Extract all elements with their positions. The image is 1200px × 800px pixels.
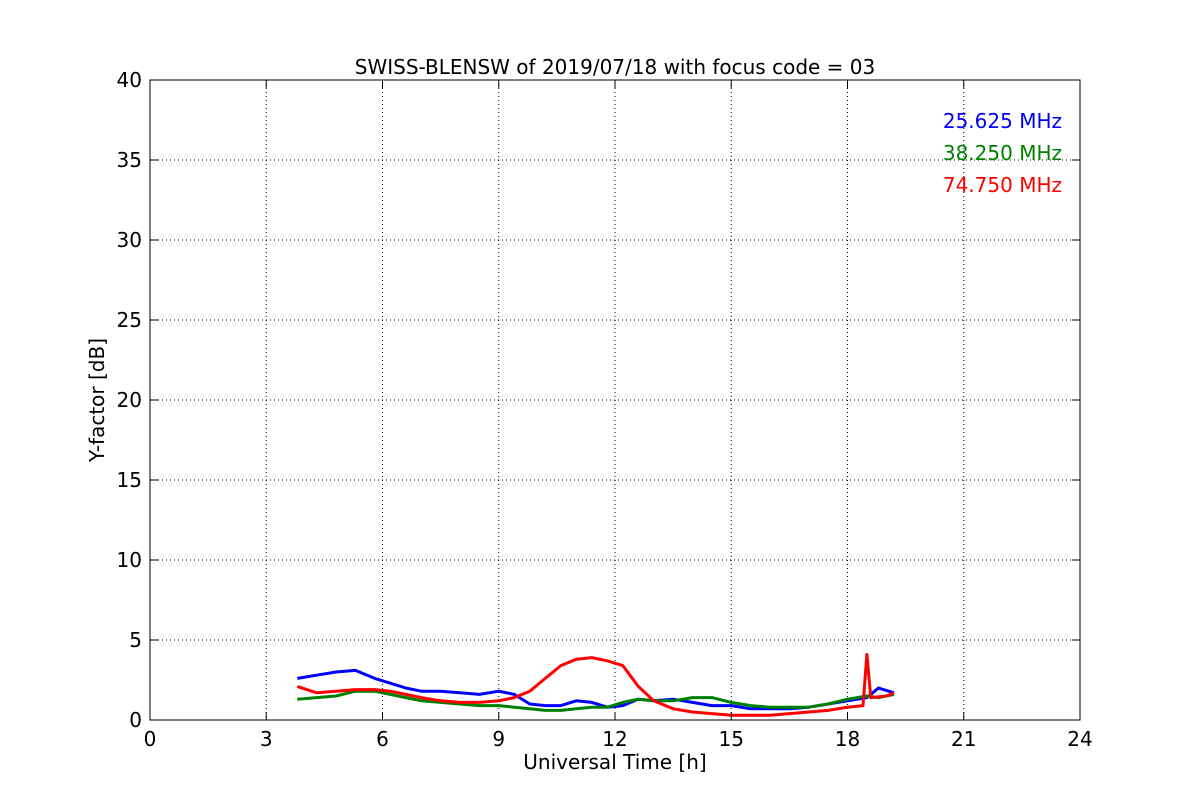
series-line-2 (296, 652, 895, 717)
legend-entry-1: 38.250 MHz (943, 141, 1062, 165)
y-tick-label: 10 (117, 548, 142, 572)
legend-entry-2: 74.750 MHz (943, 173, 1062, 197)
series-line-1 (297, 689, 895, 712)
x-tick-label: 9 (492, 727, 505, 751)
x-tick-label: 15 (719, 727, 744, 751)
x-tick-label: 21 (951, 727, 976, 751)
legend: 25.625 MHz 38.250 MHz 74.750 MHz (943, 109, 1062, 197)
y-tick-label: 40 (117, 68, 142, 92)
y-axis-label: Y-factor [dB] (85, 338, 109, 463)
x-tick-label: 6 (376, 727, 389, 751)
ticks: 0 3 6 9 12 15 18 21 24 0 5 10 15 20 25 30 35 40 (117, 68, 1093, 751)
x-tick-label: 3 (260, 727, 273, 751)
y-tick-label: 0 (129, 708, 142, 732)
series-layer (296, 652, 895, 717)
y-tick-label: 5 (129, 628, 142, 652)
legend-entry-0: 25.625 MHz (943, 109, 1062, 133)
chart-title: SWISS-BLENSW of 2019/07/18 with focus co… (355, 55, 876, 79)
y-tick-label: 20 (117, 388, 142, 412)
y-tick-label: 15 (117, 468, 142, 492)
x-axis-label: Universal Time [h] (523, 750, 706, 774)
x-tick-label: 18 (835, 727, 860, 751)
x-tick-label: 0 (144, 727, 157, 751)
y-tick-label: 35 (117, 148, 142, 172)
y-tick-label: 25 (117, 308, 142, 332)
y-tick-label: 30 (117, 228, 142, 252)
x-tick-label: 24 (1067, 727, 1092, 751)
x-tick-label: 12 (602, 727, 627, 751)
